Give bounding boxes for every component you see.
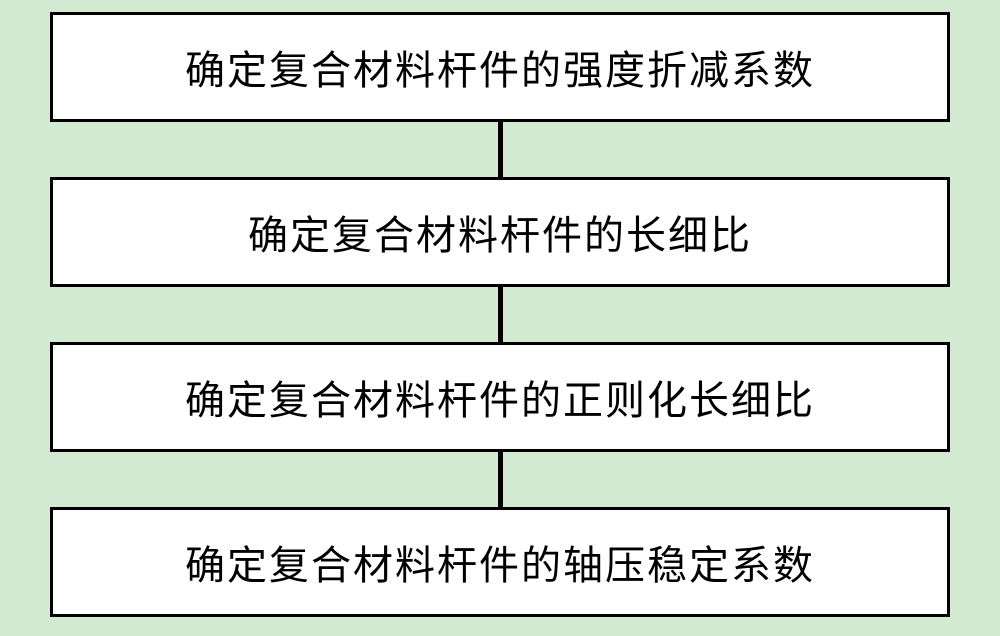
step-label: 确定复合材料杆件的长细比 xyxy=(248,203,752,261)
step-label: 确定复合材料杆件的正则化长细比 xyxy=(185,368,815,426)
connector xyxy=(498,287,503,342)
step-box-4: 确定复合材料杆件的轴压稳定系数 xyxy=(50,507,950,617)
connector xyxy=(498,122,503,177)
step-box-1: 确定复合材料杆件的强度折减系数 xyxy=(50,12,950,122)
step-box-2: 确定复合材料杆件的长细比 xyxy=(50,177,950,287)
step-box-3: 确定复合材料杆件的正则化长细比 xyxy=(50,342,950,452)
step-label: 确定复合材料杆件的轴压稳定系数 xyxy=(185,533,815,591)
connector xyxy=(498,452,503,507)
step-label: 确定复合材料杆件的强度折减系数 xyxy=(185,38,815,96)
flowchart-container: 确定复合材料杆件的强度折减系数 确定复合材料杆件的长细比 确定复合材料杆件的正则… xyxy=(50,12,950,617)
